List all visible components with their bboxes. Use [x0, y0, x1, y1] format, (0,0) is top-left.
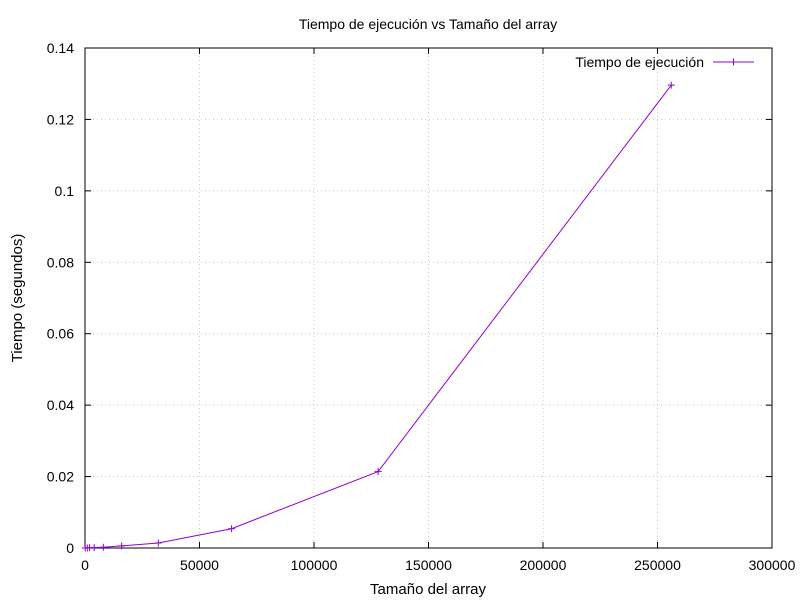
data-point: [374, 468, 382, 476]
y-tick-label: 0.14: [47, 40, 74, 56]
x-tick-label: 150000: [405, 557, 452, 573]
x-tick-label: 0: [81, 557, 89, 573]
data-point: [90, 544, 98, 552]
y-tick-label: 0.02: [47, 469, 74, 485]
legend: Tiempo de ejecución: [575, 54, 754, 70]
y-axis-label: Tiempo (segundos): [9, 234, 26, 363]
data-point: [228, 525, 236, 533]
series-group: [81, 81, 675, 552]
y-tick-label: 0: [66, 540, 74, 556]
y-tick-label: 0.1: [55, 183, 75, 199]
y-tick-label: 0.06: [47, 326, 74, 342]
data-point: [118, 542, 126, 550]
data-point: [667, 81, 675, 89]
y-tick-label: 0.08: [47, 254, 74, 270]
x-axis-label: Tamaño del array: [370, 581, 486, 598]
series-line: [85, 84, 672, 549]
y-tick-label: 0.04: [47, 397, 74, 413]
x-tick-label: 50000: [180, 557, 219, 573]
x-tick-label: 250000: [634, 557, 681, 573]
chart-title: Tiempo de ejecución vs Tamaño del array: [299, 16, 557, 32]
axis-ticks: 0 50000 100000 150000 200000 250000 300000 0 0.0…: [47, 40, 796, 573]
data-point: [99, 543, 107, 551]
legend-label: Tiempo de ejecución: [575, 54, 704, 70]
x-tick-label: 100000: [291, 557, 338, 573]
x-tick-label: 200000: [520, 557, 567, 573]
x-tick-label: 300000: [749, 557, 796, 573]
grid-lines: [85, 48, 772, 548]
y-tick-label: 0.12: [47, 111, 74, 127]
data-point: [154, 539, 162, 547]
